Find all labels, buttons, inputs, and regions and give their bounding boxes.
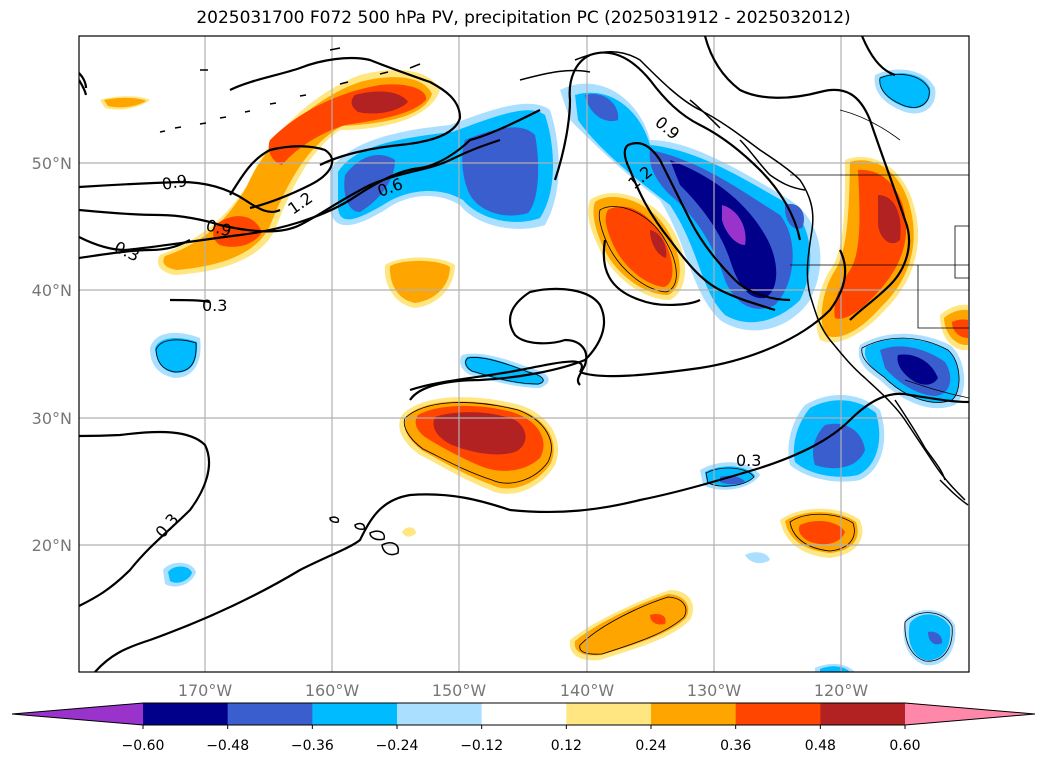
lat-label: 40°N [32,281,72,300]
map-title: 2025031700 F072 500 hPa PV, precipitatio… [196,8,851,28]
colorbar-segment [735,703,821,725]
colorbar-tick-label: −0.36 [291,738,334,754]
lat-label: 50°N [32,154,72,173]
colorbar: −0.60 −0.48 −0.36 −0.24 −0.12 0.12 0.24 0.36 0.4… [11,702,1036,754]
lon-label: 120°W [814,681,869,700]
colorbar-tick-label: −0.12 [460,738,503,754]
colorbar-tick-label: 0.48 [805,738,836,754]
longitude-labels: 170°W 160°W 150°W 140°W 130°W 120°W [178,681,869,700]
colorbar-segment [227,703,313,725]
colorbar-ticks: −0.60 −0.48 −0.36 −0.24 −0.12 0.12 0.24 0.36 0.4… [122,725,921,754]
lon-label: 150°W [432,681,487,700]
contour-label: 0.9 [160,171,188,194]
lon-label: 140°W [560,681,615,700]
colorbar-segment [397,703,483,725]
latitude-labels: 50°N 40°N 30°N 20°N [32,154,72,555]
coastlines [159,47,969,556]
map-area: 0.3 0.3 0.3 0.3 0.6 0.9 0.9 0.9 1.2 1.2 [79,36,969,672]
contour-label: 0.9 [651,113,683,144]
positive-anomalies [100,70,968,661]
colorbar-tick-label: −0.60 [122,738,165,754]
colorbar-tick-label: 0.60 [889,738,920,754]
colorbar-segment [820,703,906,725]
contour-label: 0.3 [111,237,142,265]
colorbar-tick-label: 0.12 [551,738,582,754]
colorbar-segment [651,703,737,725]
lon-label: 130°W [687,681,742,700]
colorbar-segments [12,703,1035,725]
contour-label: 0.3 [202,296,227,315]
contour-label: 0.3 [736,451,761,470]
colorbar-extend-high [905,703,1035,725]
contour-label: 0.3 [152,510,183,542]
colorbar-tick-label: −0.24 [376,738,419,754]
colorbar-segment [312,703,398,725]
colorbar-segment [143,703,229,725]
lat-label: 20°N [32,536,72,555]
negative-anomalies [150,69,965,672]
colorbar-segment [566,703,652,725]
lat-label: 30°N [32,409,72,428]
colorbar-tick-label: 0.24 [635,738,666,754]
colorbar-tick-label: −0.48 [206,738,249,754]
lon-label: 160°W [305,681,360,700]
colorbar-extend-low [12,703,143,725]
pv-contours [79,36,969,672]
colorbar-segment [481,703,567,725]
colorbar-tick-label: 0.36 [720,738,751,754]
lon-label: 170°W [178,681,233,700]
map-frame [78,35,970,673]
colorbar-outline [11,702,1036,726]
